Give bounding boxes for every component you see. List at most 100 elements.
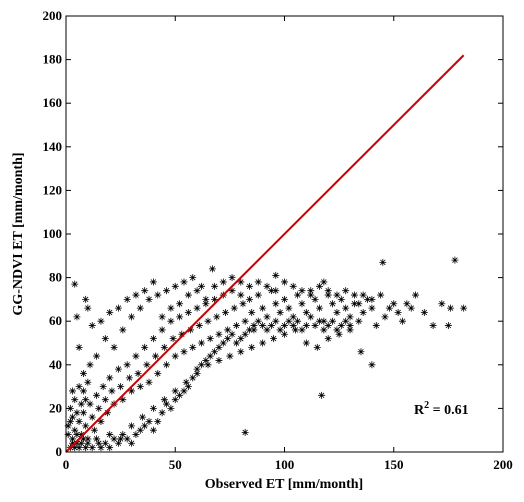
data-point — [149, 426, 157, 434]
data-point — [71, 426, 79, 434]
data-point — [213, 313, 221, 321]
data-point — [202, 295, 210, 303]
data-point — [394, 308, 402, 316]
data-point — [230, 304, 238, 312]
data-point — [114, 439, 122, 447]
data-point — [195, 322, 203, 330]
x-tick-label: 200 — [493, 457, 513, 472]
data-point — [315, 282, 323, 290]
data-point — [75, 383, 83, 391]
data-point — [114, 365, 122, 373]
data-point — [149, 404, 157, 412]
data-point — [101, 439, 109, 447]
data-point — [71, 396, 79, 404]
data-point — [429, 322, 437, 330]
data-point — [71, 444, 79, 452]
data-point — [176, 391, 184, 399]
data-point — [97, 317, 105, 325]
data-point — [197, 282, 205, 290]
data-point — [357, 348, 365, 356]
data-point — [136, 383, 144, 391]
data-point — [123, 295, 131, 303]
data-point — [311, 295, 319, 303]
data-point — [101, 335, 109, 343]
data-point — [451, 256, 459, 264]
data-point — [294, 317, 302, 325]
data-point — [189, 374, 197, 382]
data-point — [77, 431, 85, 439]
data-point — [381, 313, 389, 321]
data-point — [324, 322, 332, 330]
r-squared-superscript: 2 — [424, 400, 429, 411]
y-tick-label: 0 — [56, 444, 63, 459]
data-point — [66, 417, 74, 425]
data-point — [259, 339, 267, 347]
data-point — [368, 304, 376, 312]
data-point — [84, 378, 92, 386]
data-point — [184, 383, 192, 391]
data-point — [64, 431, 72, 439]
data-point — [372, 322, 380, 330]
data-point — [368, 361, 376, 369]
data-point — [420, 308, 428, 316]
data-point — [167, 304, 175, 312]
data-point — [270, 335, 278, 343]
data-point — [359, 291, 367, 299]
data-point — [88, 413, 96, 421]
data-point — [272, 271, 280, 279]
data-point — [82, 422, 90, 430]
data-point — [259, 322, 267, 330]
data-point — [250, 322, 258, 330]
data-point — [149, 335, 157, 343]
x-ticks: 0 50 100 150 200 — [63, 16, 513, 472]
data-point — [315, 317, 323, 325]
data-point — [75, 444, 83, 452]
y-tick-label: 20 — [49, 400, 62, 415]
data-point — [84, 435, 92, 443]
data-point — [342, 304, 350, 312]
data-point — [346, 326, 354, 334]
data-point — [84, 439, 92, 447]
data-point — [289, 282, 297, 290]
data-point — [254, 291, 262, 299]
data-point — [385, 304, 393, 312]
data-point — [239, 300, 247, 308]
data-point — [241, 428, 249, 436]
data-point — [285, 304, 293, 312]
data-point — [125, 374, 133, 382]
data-point — [324, 291, 332, 299]
data-point — [149, 278, 157, 286]
data-point — [119, 326, 127, 334]
data-point — [228, 330, 236, 338]
data-point — [97, 417, 105, 425]
data-point — [215, 330, 223, 338]
data-point — [263, 313, 271, 321]
r-squared-base: R — [414, 403, 425, 418]
data-point — [141, 422, 149, 430]
r-squared-annotation: R2 = 0.61 — [414, 400, 469, 418]
data-point — [197, 339, 205, 347]
data-point — [407, 304, 415, 312]
data-point — [315, 304, 323, 312]
data-point — [307, 291, 315, 299]
data-point — [368, 295, 376, 303]
data-point — [355, 300, 363, 308]
data-point — [232, 339, 240, 347]
y-tick-label: 120 — [43, 182, 63, 197]
data-point — [180, 387, 188, 395]
data-point — [241, 330, 249, 338]
data-point — [79, 370, 87, 378]
data-point — [128, 387, 136, 395]
data-point — [460, 304, 468, 312]
data-point — [69, 413, 77, 421]
data-point — [97, 444, 105, 452]
data-point — [171, 396, 179, 404]
data-point — [320, 317, 328, 325]
data-point — [99, 383, 107, 391]
data-point — [237, 291, 245, 299]
data-point — [342, 287, 350, 295]
data-point — [193, 365, 201, 373]
data-point — [237, 335, 245, 343]
data-point — [114, 304, 122, 312]
